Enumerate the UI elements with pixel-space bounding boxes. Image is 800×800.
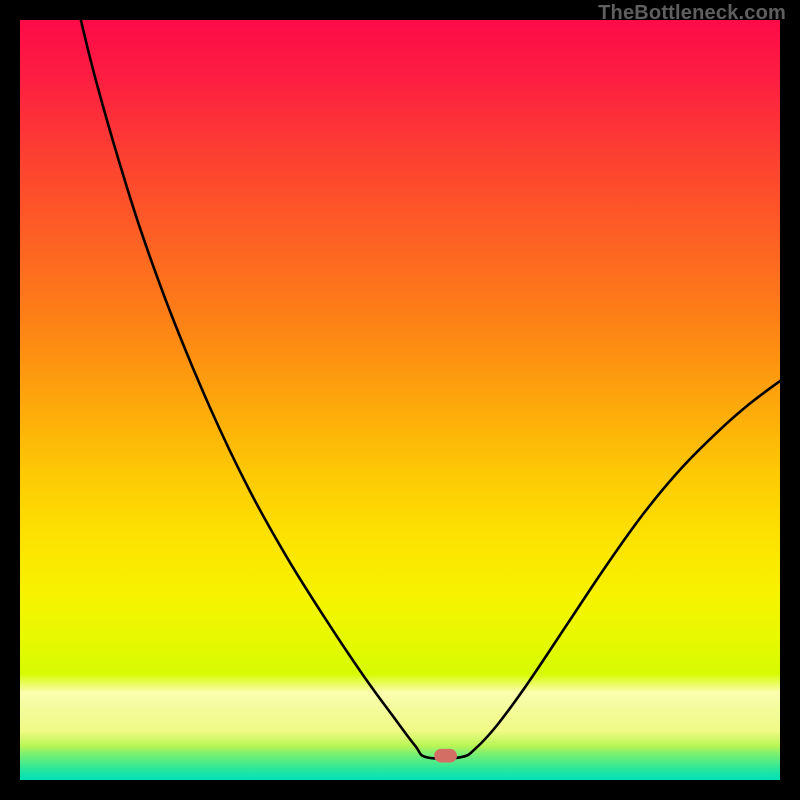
bottleneck-curve-chart xyxy=(20,20,780,780)
optimal-point-marker xyxy=(434,749,457,763)
watermark-text: TheBottleneck.com xyxy=(598,2,786,25)
chart-frame: TheBottleneck.com xyxy=(0,0,800,800)
chart-background xyxy=(20,20,780,780)
plot-area xyxy=(20,20,780,780)
